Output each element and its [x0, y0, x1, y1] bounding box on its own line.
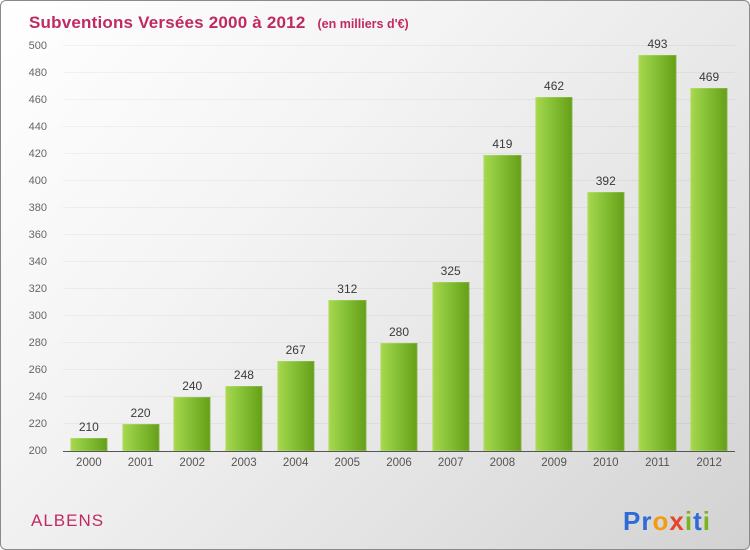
x-axis-label: 2001 [127, 457, 154, 469]
x-axis-label: 2000 [76, 457, 102, 469]
bar-value-label: 267 [285, 342, 306, 357]
x-axis-label: 2004 [282, 457, 309, 469]
bar-slot: 240 2002 [166, 46, 218, 469]
y-tick-label: 340 [28, 256, 47, 268]
location-label: ALBENS [31, 511, 105, 530]
bar [173, 397, 211, 451]
brand-letter: r [641, 506, 653, 536]
bar-value-label: 493 [647, 37, 668, 52]
bar [690, 87, 728, 451]
bar [225, 386, 263, 451]
bar-slot: 312 2005 [321, 46, 373, 469]
gridline [63, 234, 735, 235]
bar [121, 424, 160, 451]
bar-value-label: 220 [130, 406, 151, 420]
gridline [63, 72, 735, 73]
brand-letter: o [652, 506, 670, 536]
y-tick-label: 200 [28, 445, 47, 457]
bar-value-label: 240 [182, 379, 203, 393]
x-axis-label: 2006 [386, 457, 412, 469]
bar-slot: 220 2001 [115, 46, 167, 469]
brand-letter: t [693, 506, 703, 536]
y-tick-label: 240 [28, 391, 47, 403]
bar [483, 155, 521, 451]
bar [587, 191, 625, 451]
bar-slot: 325 2007 [425, 46, 477, 469]
y-tick-label: 220 [28, 418, 47, 430]
gridline [63, 288, 735, 289]
bar-value-label: 325 [440, 264, 461, 279]
brand-logo[interactable]: Proxiti [623, 506, 711, 537]
y-tick-label: 320 [28, 283, 47, 295]
bar-value-label: 419 [492, 137, 513, 152]
bar-value-label: 392 [595, 173, 616, 188]
gridline [63, 45, 735, 46]
bar-value-label: 312 [337, 281, 358, 296]
gridline [63, 180, 735, 181]
bar-slot: 248 2003 [218, 46, 270, 469]
y-tick-label: 360 [28, 229, 47, 241]
bar [638, 55, 677, 451]
bar-slot: 462 2009 [528, 46, 580, 469]
chart-subtitle: (en milliers d'€) [317, 17, 409, 31]
x-axis-label: 2008 [489, 457, 516, 469]
y-tick-label: 460 [28, 94, 47, 106]
bar-slot: 392 2010 [580, 46, 632, 469]
chart-header: Subventions Versées 2000 à 2012 (en mill… [29, 13, 409, 33]
gridline [63, 261, 735, 262]
gridline [63, 207, 735, 208]
y-tick-label: 480 [28, 67, 47, 79]
x-axis-label: 2011 [645, 457, 670, 469]
bar-value-label: 280 [388, 325, 409, 339]
bar-slot: 267 2004 [270, 46, 322, 469]
plot-area: 210 2000 220 2001 240 2002 248 2003 267 2004 312 20… [63, 37, 735, 469]
gridline [63, 342, 735, 343]
y-tick-label: 260 [28, 364, 47, 376]
y-tick-label: 300 [28, 310, 47, 322]
bar-slot: 280 2006 [373, 46, 425, 469]
x-axis-label: 2002 [179, 457, 206, 469]
y-tick-label: 280 [28, 337, 47, 349]
chart-title: Subventions Versées 2000 à 2012 [29, 13, 306, 32]
x-axis-label: 2010 [592, 457, 619, 469]
y-tick-label: 380 [28, 202, 47, 214]
x-axis-label: 2012 [696, 457, 722, 469]
bar-slot: 210 2000 [63, 46, 115, 469]
x-axis-label: 2005 [334, 457, 361, 469]
bar [432, 282, 470, 451]
bar-value-label: 248 [233, 368, 254, 383]
x-axis-label: 2007 [437, 457, 464, 469]
gridline [63, 99, 735, 100]
x-axis-label: 2003 [231, 457, 257, 469]
brand-letter: i [684, 506, 694, 536]
y-axis: 200 220 240 260 280 300 320 340 360 380 400 420 440 4… [1, 40, 53, 457]
y-tick-label: 400 [28, 175, 47, 187]
bar [277, 360, 315, 451]
bar-slot: 493 2011 [632, 37, 684, 469]
y-tick-label: 440 [28, 121, 47, 133]
brand-letter: i [702, 506, 711, 536]
bar-value-label: 469 [699, 69, 720, 84]
bar [328, 299, 366, 451]
bar-value-label: 462 [544, 79, 565, 94]
brand-letter: x [669, 506, 685, 536]
bar [535, 97, 573, 451]
bar-value-label: 210 [78, 419, 99, 434]
bar-slot: 419 2008 [477, 46, 529, 469]
gridline [63, 153, 735, 154]
gridline [63, 315, 735, 316]
y-tick-label: 420 [28, 148, 47, 160]
bar-slot: 469 2012 [683, 46, 735, 469]
brand-letter: P [623, 506, 642, 536]
gridline [63, 126, 735, 127]
x-axis-label: 2009 [541, 457, 567, 469]
y-tick-label: 500 [28, 40, 47, 52]
bar [70, 437, 108, 451]
bar [380, 343, 418, 451]
